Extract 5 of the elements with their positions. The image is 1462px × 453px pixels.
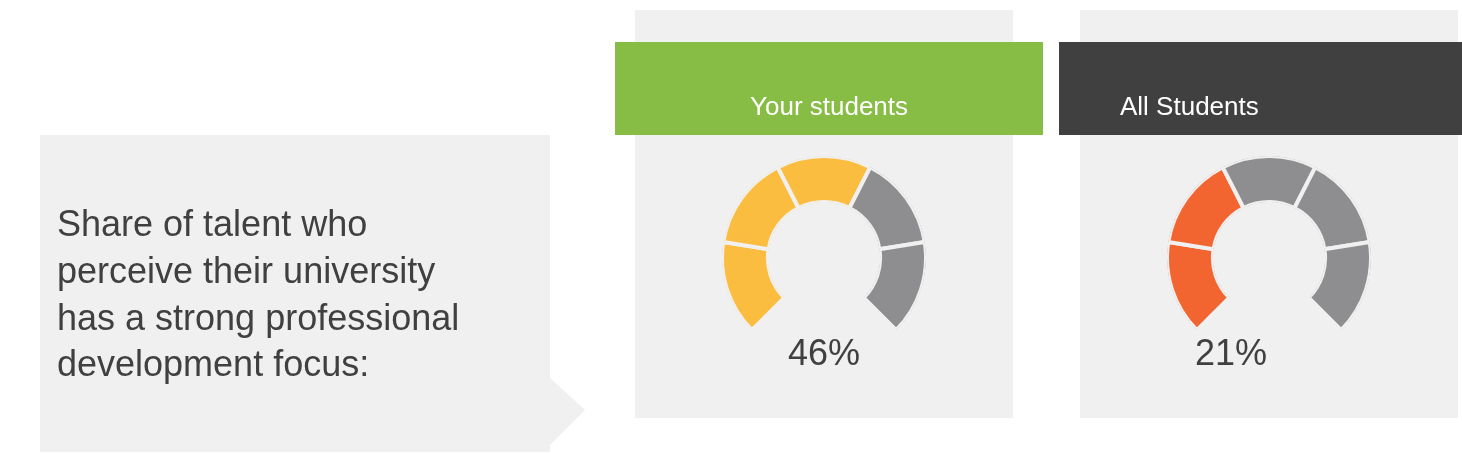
chart-title: All Students: [1120, 91, 1259, 121]
text: Share of talent who perceive their university has a strong professional development focus:: [57, 203, 460, 385]
chart-title: Your students: [750, 91, 909, 121]
text: 46%: [788, 332, 861, 373]
text: 21%: [1195, 332, 1268, 373]
